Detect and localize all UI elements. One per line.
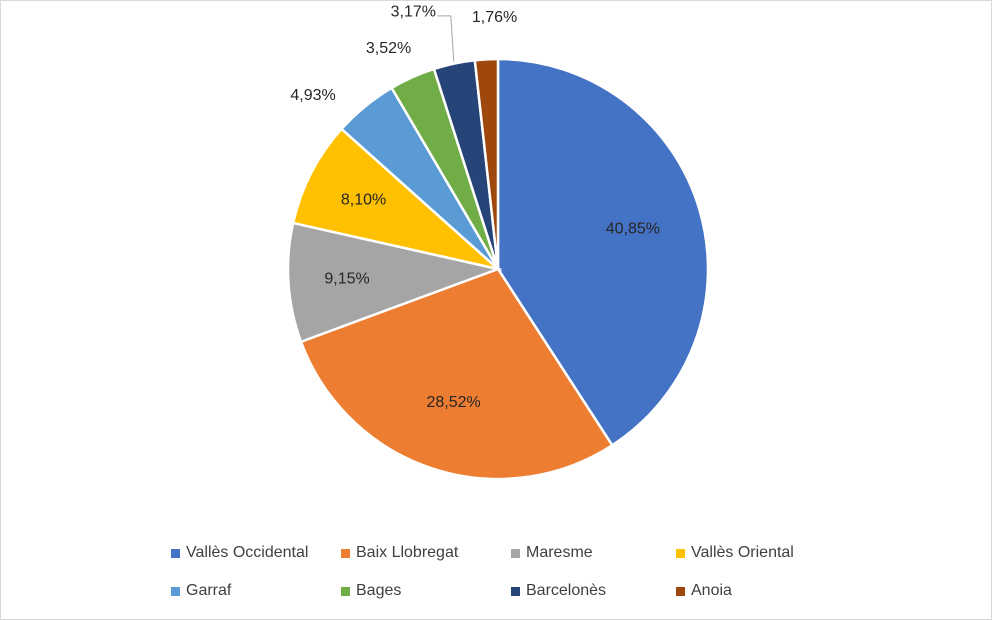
legend-item: Barcelonès [511,579,606,603]
data-labels: 40,85% 28,52% 9,15% 8,10% 4,93% 3,52% 3,17% 1,7… [290,3,660,411]
legend-swatch [511,548,520,558]
legend-swatch [171,548,180,558]
legend-item: Vallès Occidental [171,541,308,565]
pie-slice [291,127,503,272]
legend-swatch [676,548,685,558]
legend-swatch [676,586,685,596]
legend-label: Garraf [186,582,232,599]
data-label: 3,17% [391,3,436,20]
legend-item: Baix Llobregat [341,541,458,565]
legend-label: Vallès Occidental [186,544,309,561]
legend-item: Bages [341,579,401,603]
legend-item: Anoia [676,579,732,603]
data-label: 4,93% [290,87,335,104]
data-label: 1,76% [472,9,517,26]
legend-label: Maresme [526,544,593,561]
legend-item: Vallès Oriental [676,541,794,565]
pie-slice [299,267,614,481]
pie-slices [286,57,710,481]
data-label: 9,15% [324,271,369,288]
data-label: 28,52% [426,394,480,411]
data-label: 8,10% [341,191,386,208]
legend: Vallès Occidental Baix Llobregat Maresme Va… [171,541,851,607]
legend-swatch [341,548,350,558]
data-label: 3,52% [366,40,411,57]
pie-slice [473,57,500,270]
legend-swatch [341,586,350,596]
pie-slice [286,221,503,344]
legend-label: Barcelonès [526,582,607,599]
leader-line [437,15,455,62]
legend-label: Bages [356,582,402,599]
legend-swatch [511,586,520,596]
data-label: 40,85% [606,221,660,238]
legend-swatch [171,586,180,596]
legend-label: Baix Llobregat [356,544,459,561]
leader-lines [437,15,455,62]
legend-label: Anoia [691,582,732,599]
legend-item: Maresme [511,541,593,565]
legend-label: Vallès Oriental [691,544,794,561]
legend-item: Garraf [171,579,231,603]
